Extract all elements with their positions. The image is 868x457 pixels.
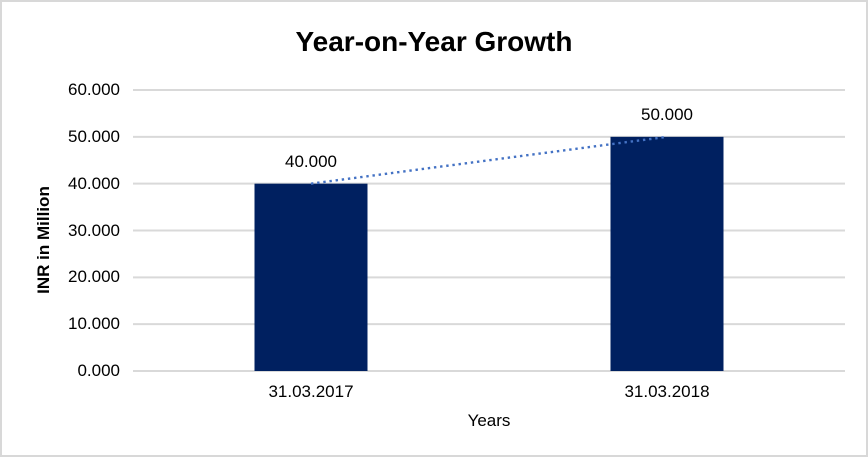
chart-title: Year-on-Year Growth bbox=[295, 26, 573, 57]
y-axis-tick-label: 0.000 bbox=[77, 361, 120, 380]
y-axis-tick-label: 10.000 bbox=[68, 314, 120, 334]
bar-data-label: 40.000 bbox=[285, 151, 337, 171]
x-axis-category-label: 31.03.2017 bbox=[268, 382, 354, 401]
trendline bbox=[310, 135, 668, 185]
y-axis-tick-label: 50.000 bbox=[68, 126, 120, 146]
y-axis-tick-label: 20.000 bbox=[68, 267, 120, 287]
bar-data-label: 50.000 bbox=[641, 104, 693, 124]
x-axis-category-label: 31.03.2018 bbox=[624, 382, 710, 401]
bar bbox=[610, 136, 724, 371]
y-axis-tick-label: 60.000 bbox=[68, 80, 120, 99]
bar bbox=[254, 183, 368, 371]
x-axis-title: Years bbox=[467, 411, 511, 430]
y-axis-tick-label: 40.000 bbox=[68, 173, 120, 193]
y-axis-tick-label: 30.000 bbox=[68, 220, 120, 240]
